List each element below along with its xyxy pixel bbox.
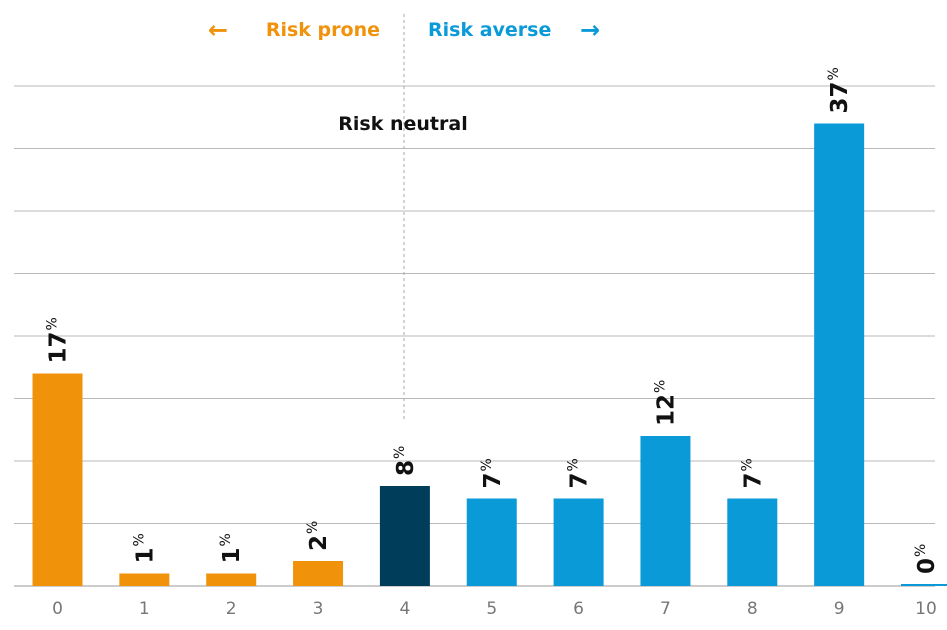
bar-8: [727, 499, 777, 587]
value-label-10: 0%: [913, 544, 940, 574]
risk-prone-arrow-icon: ←: [208, 16, 228, 44]
x-tick-label-10: 10: [915, 599, 937, 619]
value-percent-sign: %: [392, 446, 408, 459]
bar-1: [119, 574, 169, 587]
bar-2: [206, 574, 256, 587]
svg-text:7%: 7%: [479, 458, 506, 488]
value-percent-sign: %: [131, 533, 147, 546]
value-percent-sign: %: [218, 533, 234, 546]
bar-4: [380, 486, 430, 586]
value-label-8: 7%: [739, 458, 766, 488]
svg-text:7%: 7%: [566, 458, 593, 488]
value-label-7: 12%: [652, 380, 679, 426]
value-label-6: 7%: [566, 458, 593, 488]
value-number: 37: [827, 81, 853, 113]
svg-text:8%: 8%: [392, 446, 419, 476]
value-number: 8: [393, 460, 419, 476]
x-tick-label-0: 0: [52, 599, 63, 619]
svg-text:0%: 0%: [913, 544, 940, 574]
x-tick-label-9: 9: [834, 599, 845, 619]
value-number: 1: [219, 547, 245, 563]
value-percent-sign: %: [739, 458, 755, 471]
bar-6: [554, 499, 604, 587]
risk-neutral-label: Risk neutral: [338, 113, 467, 135]
value-label-2: 1%: [218, 533, 245, 563]
value-number: 17: [46, 331, 72, 363]
value-label-9: 37%: [826, 67, 853, 113]
value-percent-sign: %: [479, 458, 495, 471]
svg-text:37%: 37%: [826, 67, 853, 113]
value-label-5: 7%: [479, 458, 506, 488]
bars: [33, 124, 947, 587]
svg-text:2%: 2%: [305, 521, 332, 551]
x-tick-label-6: 6: [573, 599, 584, 619]
value-label-0: 17%: [45, 317, 72, 363]
risk-averse-arrow-icon: →: [580, 16, 600, 44]
svg-text:1%: 1%: [131, 533, 158, 563]
svg-text:1%: 1%: [218, 533, 245, 563]
value-percent-sign: %: [652, 380, 668, 393]
x-tick-label-1: 1: [139, 599, 150, 619]
svg-text:12%: 12%: [652, 380, 679, 426]
bar-0: [33, 374, 83, 587]
value-percent-sign: %: [913, 544, 929, 557]
value-label-4: 8%: [392, 446, 419, 476]
x-tick-labels: 0 1 2 3 4 5 6 7 8 9 10: [52, 599, 937, 619]
x-tick-label-8: 8: [747, 599, 758, 619]
value-percent-sign: %: [826, 67, 842, 80]
value-number: 12: [653, 394, 679, 426]
value-labels: 17%1%1%2%8%7%7%12%7%37%0%: [45, 67, 941, 574]
value-percent-sign: %: [45, 317, 61, 330]
svg-text:17%: 17%: [45, 317, 72, 363]
risk-prone-label: Risk prone: [266, 19, 380, 41]
value-percent-sign: %: [305, 521, 321, 534]
value-label-1: 1%: [131, 533, 158, 563]
bar-3: [293, 561, 343, 586]
value-number: 7: [567, 472, 593, 488]
value-number: 7: [740, 472, 766, 488]
value-number: 7: [480, 472, 506, 488]
x-tick-label-5: 5: [486, 599, 497, 619]
value-percent-sign: %: [566, 458, 582, 471]
value-number: 1: [132, 547, 158, 563]
bar-10: [901, 584, 947, 586]
bar-9: [814, 124, 864, 587]
value-number: 2: [306, 535, 332, 551]
x-tick-label-7: 7: [660, 599, 671, 619]
x-tick-label-2: 2: [226, 599, 237, 619]
bar-7: [640, 436, 690, 586]
value-label-3: 2%: [305, 521, 332, 551]
bar-5: [467, 499, 517, 587]
risk-averse-label: Risk averse: [428, 19, 551, 41]
x-tick-label-3: 3: [313, 599, 324, 619]
svg-text:7%: 7%: [739, 458, 766, 488]
value-number: 0: [914, 558, 940, 574]
x-tick-label-4: 4: [399, 599, 410, 619]
